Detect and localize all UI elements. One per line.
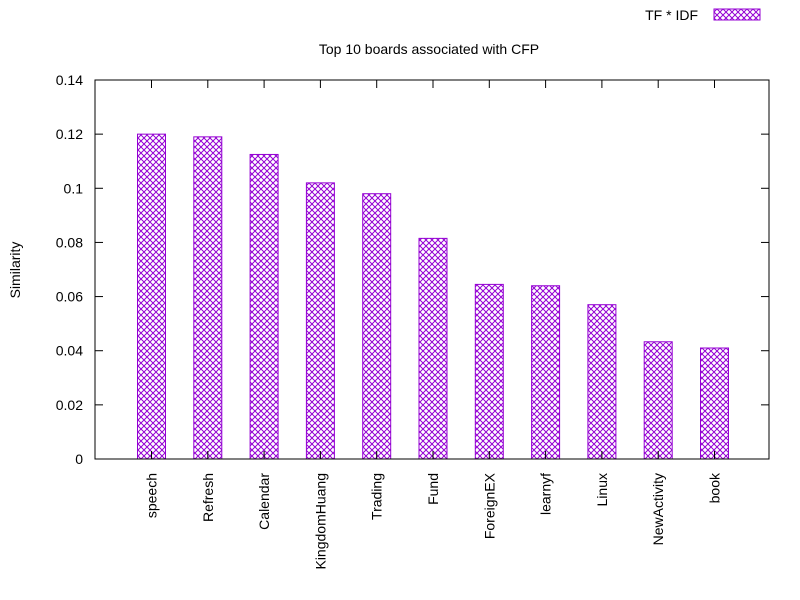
bar-foreignex xyxy=(474,283,504,460)
bar-speech xyxy=(137,133,166,460)
legend-label: TF * IDF xyxy=(645,7,698,23)
y-tick-label: 0.02 xyxy=(56,397,83,413)
x-tick-label: Fund xyxy=(425,473,441,505)
x-tick-label: learnyf xyxy=(538,473,554,515)
legend: TF * IDF xyxy=(645,7,761,23)
y-tick-label: 0.1 xyxy=(64,180,84,196)
y-tick-label: 0.04 xyxy=(56,343,83,359)
bar-refresh xyxy=(193,136,223,460)
bar-fund xyxy=(418,237,448,460)
x-tick-label: KingdomHuang xyxy=(312,473,328,570)
bar-learnyf xyxy=(531,285,561,460)
x-tick-label: Calendar xyxy=(256,473,272,530)
y-tick-label: 0.08 xyxy=(56,234,83,250)
bars xyxy=(137,133,729,460)
legend-swatch xyxy=(713,8,761,21)
plot-frame xyxy=(94,79,770,460)
bar-trading xyxy=(362,193,392,460)
bar-kingdomhuang xyxy=(305,182,335,460)
y-axis-ticks: 0 0.02 0.04 0.06 0.08 0.1 0.12 0.14 xyxy=(56,72,769,467)
y-tick-label: 0.12 xyxy=(56,126,83,142)
bar-calendar xyxy=(249,153,279,460)
x-tick-label: NewActivity xyxy=(650,473,666,545)
x-tick-label: ForeignEX xyxy=(481,472,497,539)
bar-linux xyxy=(587,304,617,460)
x-tick-label: speech xyxy=(144,473,160,518)
bar-newactivity xyxy=(643,341,673,460)
x-tick-label: Refresh xyxy=(200,473,216,522)
chart-title: Top 10 boards associated with CFP xyxy=(319,41,539,57)
x-tick-label: Trading xyxy=(369,473,385,520)
y-tick-label: 0.14 xyxy=(56,72,83,88)
y-axis-label: Similarity xyxy=(7,242,23,299)
bar-book xyxy=(700,347,729,460)
x-axis-ticks: speech Refresh Calendar KingdomHuang Trading… xyxy=(144,80,723,570)
x-tick-label: Linux xyxy=(594,473,610,506)
y-tick-label: 0 xyxy=(75,451,83,467)
y-tick-label: 0.06 xyxy=(56,289,83,305)
x-tick-label: book xyxy=(707,472,723,503)
